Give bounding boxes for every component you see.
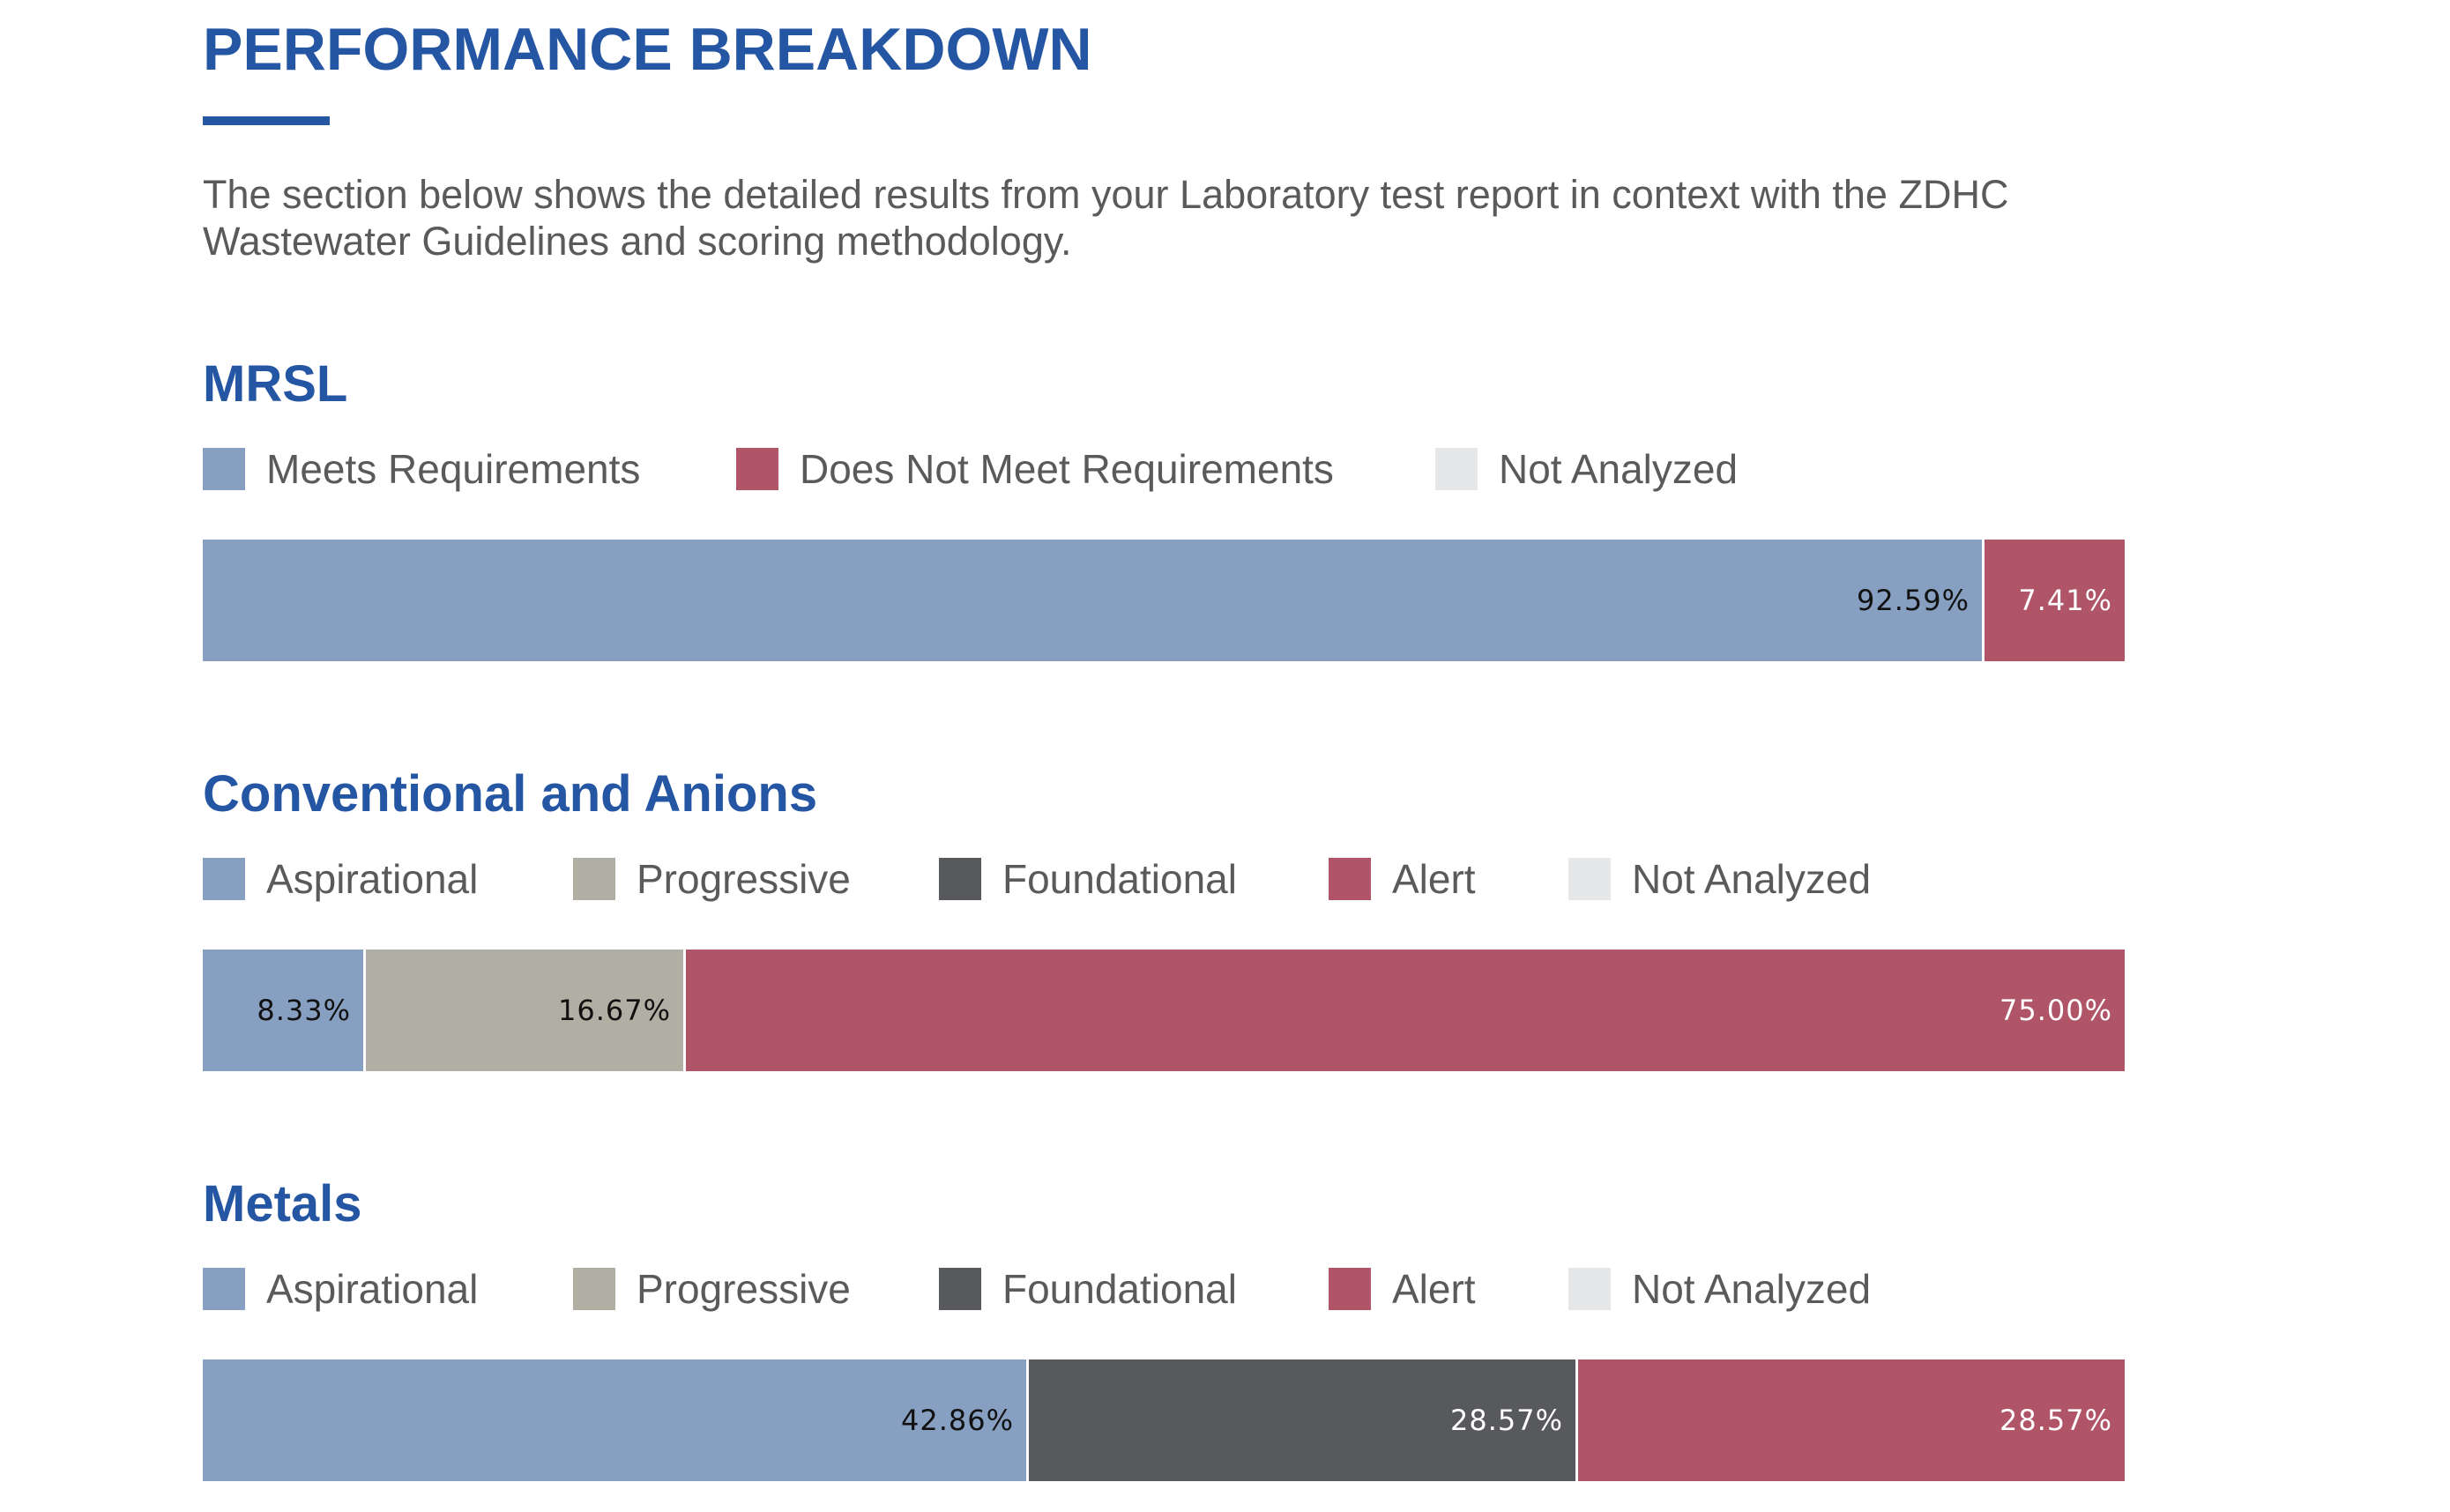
segment-value-label: 28.57% [1449,1404,1563,1437]
legend-item-not-analyzed: Not Analyzed [1435,444,1738,494]
legend-label: Not Analyzed [1632,1266,1872,1312]
legend-item-progressive: Progressive [573,854,851,904]
bar-segment-progressive: 16.67% [363,950,683,1071]
stacked-bar-conventional-and-anions: 8.33% 16.67% 75.00% [203,950,2125,1071]
bar-segment-aspirational: 8.33% [203,950,363,1071]
legend-mrsl: Meets Requirements Does Not Meet Require… [203,444,2142,494]
legend-label: Alert [1392,1266,1476,1312]
legend-label: Does Not Meet Requirements [800,446,1334,492]
bar-segment-foundational: 28.57% [1026,1359,1575,1481]
legend-swatch [1329,1268,1371,1310]
legend-item-foundational: Foundational [939,1264,1237,1314]
bar-segment-does-not-meet-requirements: 7.41% [1982,540,2125,661]
legend-item-progressive: Progressive [573,1264,851,1314]
segment-value-label: 92.59% [1856,584,1970,617]
page-title: PERFORMANCE BREAKDOWN [203,16,1092,83]
legend-item-not-analyzed: Not Analyzed [1568,1264,1871,1314]
segment-value-label: 28.57% [1999,1404,2112,1437]
legend-swatch [939,1268,981,1310]
bar-segment-alert: 75.00% [683,950,2125,1071]
section-title-metals: Metals [203,1175,362,1233]
legend-swatch [573,1268,615,1310]
legend-label: Foundational [1002,856,1237,902]
segment-value-label: 7.41% [2018,584,2112,617]
legend-metals: Aspirational Progressive Foundational Al… [203,1264,2142,1314]
legend-label: Meets Requirements [266,446,641,492]
section-title-conventional-and-anions: Conventional and Anions [203,765,818,823]
legend-swatch [736,448,778,490]
legend-label: Foundational [1002,1266,1237,1312]
legend-swatch [1435,448,1478,490]
segment-value-label: 42.86% [900,1404,1014,1437]
section-title-mrsl: MRSL [203,355,348,413]
legend-label: Progressive [637,856,851,902]
legend-item-does-not-meet-requirements: Does Not Meet Requirements [736,444,1334,494]
stacked-bar-mrsl: 92.59% 7.41% [203,540,2125,661]
legend-item-aspirational: Aspirational [203,854,478,904]
legend-swatch [1568,1268,1611,1310]
legend-label: Alert [1392,856,1476,902]
legend-swatch [203,858,245,900]
legend-label: Aspirational [266,1266,479,1312]
legend-item-meets-requirements: Meets Requirements [203,444,640,494]
intro-text: The section below shows the detailed res… [203,172,2009,264]
legend-item-not-analyzed: Not Analyzed [1568,854,1871,904]
legend-item-alert: Alert [1329,854,1476,904]
legend-label: Aspirational [266,856,479,902]
legend-item-aspirational: Aspirational [203,1264,478,1314]
legend-label: Progressive [637,1266,851,1312]
stacked-bar-metals: 42.86% 28.57% 28.57% [203,1359,2125,1481]
legend-label: Not Analyzed [1632,856,1872,902]
segment-value-label: 16.67% [557,994,671,1027]
bar-segment-meets-requirements: 92.59% [203,540,1982,661]
legend-swatch [1329,858,1371,900]
legend-swatch [1568,858,1611,900]
legend-item-alert: Alert [1329,1264,1476,1314]
legend-swatch [203,448,245,490]
legend-conventional-and-anions: Aspirational Progressive Foundational Al… [203,854,2142,904]
legend-swatch [939,858,981,900]
segment-value-label: 75.00% [1999,994,2112,1027]
legend-swatch [573,858,615,900]
bar-segment-aspirational: 42.86% [203,1359,1026,1481]
title-underline [203,116,330,125]
legend-item-foundational: Foundational [939,854,1237,904]
legend-swatch [203,1268,245,1310]
legend-label: Not Analyzed [1499,446,1739,492]
segment-value-label: 8.33% [257,994,351,1027]
bar-segment-alert: 28.57% [1575,1359,2125,1481]
